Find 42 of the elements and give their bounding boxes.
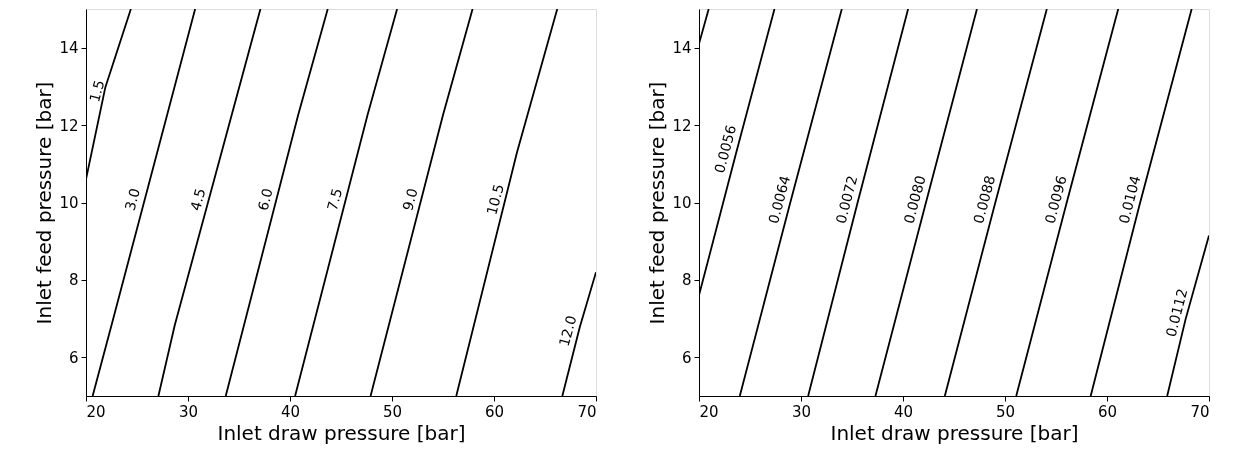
text: 0.0096	[1041, 173, 1070, 226]
x-tick-label: 30	[791, 402, 812, 421]
text: 3.0	[121, 186, 143, 213]
text: 0.0080	[900, 173, 929, 226]
text: 6.0	[254, 186, 276, 213]
x-tick-label: 60	[484, 402, 505, 421]
y-tick-label: 14	[672, 39, 692, 58]
x-tick-label: 70	[577, 402, 597, 421]
text: 4.5	[187, 186, 209, 213]
x-tick-label: 70	[1190, 402, 1210, 421]
text: 0.0056	[711, 123, 740, 175]
x-tick-label: 20	[699, 402, 719, 421]
y-tick-label: 6	[68, 348, 79, 367]
x-tick-label: 50	[382, 402, 403, 421]
x-tick-label: 30	[178, 402, 199, 421]
text: 1.5	[86, 78, 108, 104]
text: 12.0	[555, 313, 580, 349]
y-tick-label: 10	[59, 194, 79, 212]
x-tick-label: 40	[280, 402, 301, 421]
x-tick-label: 20	[86, 402, 106, 421]
text: 0.0064	[765, 173, 794, 226]
x-tick-label: 40	[893, 402, 914, 421]
y-axis-title: Inlet feed pressure [bar]	[645, 81, 670, 325]
text: 0.0072	[832, 173, 861, 226]
text: 0.0104	[1115, 173, 1144, 226]
text: 0.0088	[970, 173, 999, 226]
y-tick-label: 14	[59, 39, 79, 58]
x-tick-label: 50	[995, 402, 1016, 421]
x-tick-label: 60	[1097, 402, 1118, 421]
y-tick-label: 8	[68, 271, 79, 290]
x-axis-title: Inlet draw pressure [bar]	[830, 420, 1079, 445]
y-tick-label: 10	[672, 194, 692, 212]
text: 10.5	[483, 182, 507, 217]
y-tick-label: 12	[672, 116, 692, 135]
x-axis-title: Inlet draw pressure [bar]	[217, 420, 466, 445]
y-tick-label: 12	[59, 116, 79, 135]
y-tick-label: 8	[681, 271, 692, 290]
y-tick-label: 6	[681, 348, 692, 367]
text: 9.0	[399, 186, 421, 213]
text: 7.5	[323, 186, 346, 213]
y-axis-title: Inlet feed pressure [bar]	[32, 81, 57, 325]
text: 0.0112	[1162, 286, 1191, 339]
